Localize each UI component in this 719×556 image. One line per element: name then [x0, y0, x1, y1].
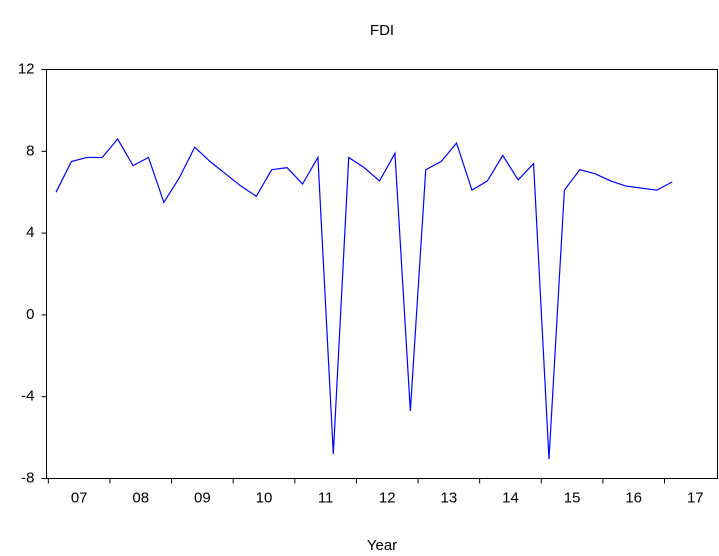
- y-tick-label: -4: [21, 388, 34, 405]
- y-tick-label: 12: [18, 60, 35, 77]
- x-axis-label: Year: [367, 537, 397, 554]
- x-tick-label: 07: [71, 489, 88, 506]
- y-tick-label: 8: [26, 142, 34, 159]
- x-tick-label: 16: [625, 489, 642, 506]
- x-tick-label: 09: [194, 489, 211, 506]
- plot-frame: [46, 69, 718, 479]
- x-tick-label: 13: [441, 489, 458, 506]
- chart-title: FDI: [370, 22, 394, 39]
- x-tick-label: 12: [379, 489, 396, 506]
- x-tick-label: 08: [132, 489, 149, 506]
- y-tick-label: 4: [26, 224, 34, 241]
- line-series: [55, 137, 673, 460]
- y-tick-label: -8: [21, 469, 34, 486]
- x-tick-label: 11: [318, 489, 334, 506]
- x-tick-label: 15: [564, 489, 581, 506]
- x-tick-label: 14: [502, 489, 519, 506]
- x-tick-label: 17: [687, 489, 704, 506]
- y-tick-label: 0: [26, 306, 34, 323]
- x-tick-label: 10: [256, 489, 273, 506]
